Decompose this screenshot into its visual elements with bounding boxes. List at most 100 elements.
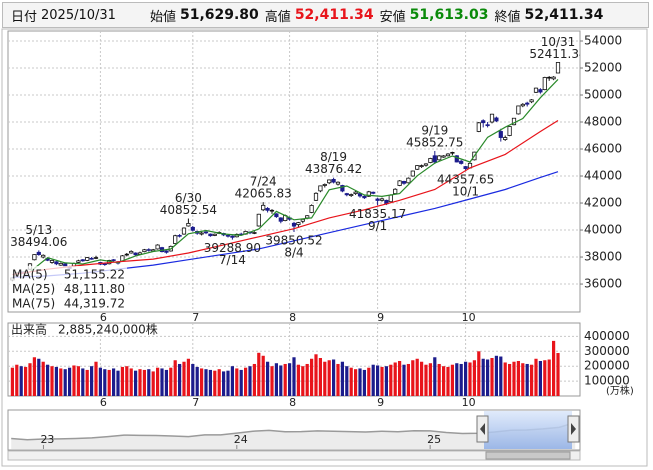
volume-bar [195,366,199,396]
volume-bar [28,363,32,396]
ma-line [12,119,559,276]
volume-bar [371,364,375,396]
volume-bar [380,366,384,396]
candle-body [441,155,446,158]
volume-bar [156,367,160,396]
volume-bar [147,369,151,396]
volume-bar [226,370,230,396]
candle-body [547,76,552,79]
y-tick-label: 200000 [584,359,630,373]
x-tick-label: 7 [192,396,199,409]
annotation-value: 42065.83 [235,187,292,201]
volume-bar [173,360,177,396]
candle-body [300,218,305,222]
legend-box [9,266,127,311]
volume-bar [125,366,129,396]
candle-body [489,113,495,123]
annotation-date: 6/30 [175,191,202,205]
navigator-tick-label: 23 [40,433,54,446]
volume-bar [116,370,120,396]
volume-bar [499,356,503,396]
volume-bar [547,359,551,396]
volume-bar [464,361,468,396]
volume-bar [327,360,331,396]
candle-body [265,208,270,211]
volume-bar [59,368,63,396]
frame [1,28,648,467]
handle-arrow [480,423,485,435]
candle-body [520,103,525,107]
candle-body [353,191,358,194]
navigator-handle[interactable] [476,415,580,443]
navigator-tick-label: 25 [427,433,441,446]
navigator-tick-label: 24 [234,433,248,446]
volume-bar [296,364,300,396]
volume-label: 出来高 [11,323,47,337]
volume-bar [63,369,67,396]
unit-label: (万株) [606,384,634,397]
candle-body [366,191,371,197]
annotation-value: 44357.65 [437,173,494,187]
scrollbar-thumb[interactable] [485,451,571,460]
volume-bar [98,367,102,396]
candle-body [212,233,217,236]
candle-body [291,222,297,227]
candle-body [225,235,231,237]
volume-bar [160,368,164,396]
candle-body [181,227,187,235]
candle-body [89,257,94,260]
volume-bar [534,358,538,396]
candle-body [274,213,279,218]
navigator-selection[interactable] [484,411,572,449]
volume-bar [103,369,107,396]
volume-bar [283,363,287,396]
volume-bar [437,363,441,396]
header-bar: 日付 2025/10/31 始値 51,629.80 高値 52,411.34 … [2,2,649,28]
volume-bar [332,359,336,396]
volume-bar [428,363,432,396]
candle-body [186,223,191,227]
candle-body [516,105,521,115]
candle-body [203,231,209,234]
annotation-date: 7/24 [250,175,277,189]
candle-body [340,185,345,192]
candle-body [261,204,266,211]
candle-body [349,194,354,197]
volume-bar [257,352,261,396]
volume-bar [54,366,58,396]
y-tick-label: 46000 [584,142,622,156]
volume-bar [235,368,239,396]
candle-body [133,252,138,256]
volume-bar [19,366,23,396]
volume-bar [525,363,529,396]
volume-bar [345,366,349,396]
volume-bar [305,363,309,396]
volume-bar [169,367,173,396]
candle-body [344,193,349,196]
candle-body [406,177,411,184]
volume-bar [486,359,490,396]
volume-bar [424,364,428,396]
volume-bar [94,361,98,396]
y-tick-label: 38000 [584,250,622,264]
y-tick-label: 100000 [584,374,630,388]
volume-bar [112,368,116,396]
volume-bar [556,353,560,396]
candle-body [388,194,393,203]
candle-body [93,257,99,259]
y-tick-label: 36000 [584,277,622,291]
candle-body [555,62,561,74]
volume-bar [178,363,182,396]
volume-bar [323,361,327,396]
candle-body [485,124,490,127]
volume-bar [120,366,124,396]
candle-body [401,181,407,184]
volume-bar [389,364,393,396]
volume-bar [41,361,45,396]
candle-body [41,254,46,258]
volume-bar [516,360,520,396]
scrollbar[interactable] [7,450,581,461]
volume-bar [134,370,138,396]
